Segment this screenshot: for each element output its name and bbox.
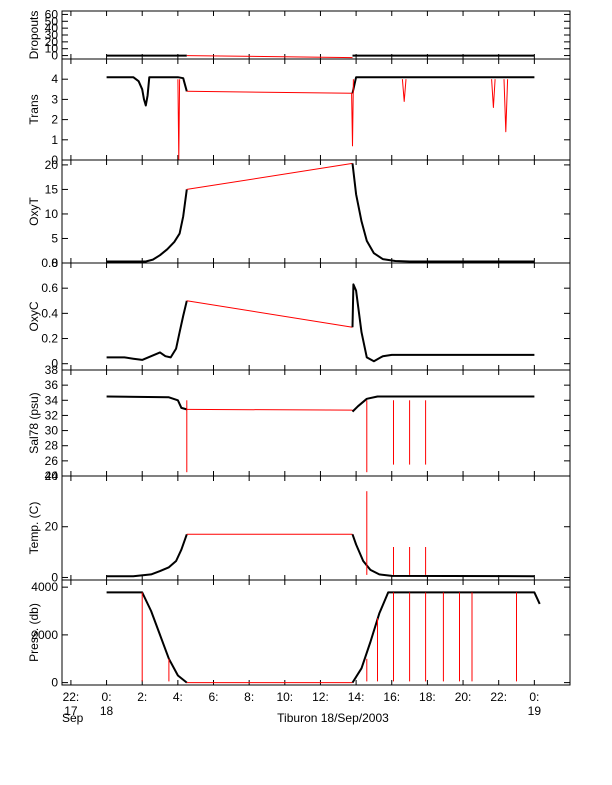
series-line-4-3 [351,283,535,363]
series-line-3-3 [351,163,535,263]
y-tick-label: 40 [45,21,59,35]
x-tick-label: 8: [244,690,254,704]
x-tick-label: 4: [173,690,183,704]
x-tick-label: 14: [348,690,365,704]
x-tick-label: 19 [528,704,542,718]
y-tick-label: 40 [45,469,59,483]
x-axis: 22:170:182: 4: 6: 8: 10: 12: 14: 16: 18: 20: 22: 0:… [63,690,542,718]
panel-frame [61,369,571,477]
panel-frame [61,10,571,60]
x-tick-label: 22: [63,690,80,704]
x-tick-label: 18: [419,690,436,704]
x-tick-label: 2: [137,690,147,704]
y-axis-title: Press. (db) [27,603,41,662]
y-tick-label: 0 [51,676,58,690]
x-tick-label: 20: [455,690,472,704]
y-tick-label: 4 [51,72,58,86]
y-tick-label: 30 [45,424,59,438]
y-tick-label: 38 [45,363,59,377]
series-line-2-6 [503,79,509,133]
y-tick-label: 2 [51,113,58,127]
series-line-1-2 [186,55,353,59]
panel-2: 0 1 2 3 4 Trans [27,58,571,167]
y-axis-title: Dropouts [27,11,41,60]
y-tick-label: 0 [51,570,58,584]
y-tick-label: 4000 [31,580,58,594]
y-tick-label: 26 [45,454,59,468]
y-axis-title: Trans [27,94,41,124]
y-tick-label: 20 [45,35,59,49]
y-tick-label: 10 [45,207,59,221]
y-tick-label: 0 [51,153,58,167]
series-line-2-8 [401,79,407,102]
series-line-4-2 [186,300,353,328]
y-tick-label: 0.6 [41,281,58,295]
series-line-5-2 [186,408,353,411]
y-tick-label: 20 [45,520,59,534]
y-tick-label: 5 [51,231,58,245]
x-tick-label: 22: [490,690,507,704]
panel-frame [61,58,571,161]
y-tick-label: 2000 [31,628,58,642]
y-tick-label: 20 [45,158,59,172]
y-tick-label: 34 [45,393,59,407]
series-line-2-2 [186,90,353,94]
panel-7: 0 2000 4000 Press. (db) [27,579,571,690]
x-tick-label: 10: [276,690,293,704]
y-axis-title: Temp. (C) [27,502,41,555]
x-tick-label: 16: [383,690,400,704]
x-tick-label: 0: [529,690,539,704]
panel-4: 0 0.2 0.4 0.6 0.8 OxyC [27,256,571,371]
series-line-6-3 [351,533,535,578]
series-line-3-2 [186,162,353,190]
y-tick-label: 10 [45,42,59,56]
y-tick-label: 28 [45,439,59,453]
y-tick-label: 3 [51,92,58,106]
series-line-2-1 [106,76,188,107]
x-tick-label: 6: [209,690,219,704]
y-tick-label: 32 [45,408,59,422]
series-line-3-1 [106,189,188,263]
y-tick-label: 1 [51,133,58,147]
y-tick-label: 15 [45,182,59,196]
y-tick-label: 30 [45,28,59,42]
y-axis-title: OxyT [27,197,41,226]
x-axis-title: Tiburon 18/Sep/2003 [277,711,389,725]
y-tick-label: 0.4 [41,306,58,320]
y-tick-label: 0.2 [41,332,58,346]
y-tick-label: 50 [45,14,59,28]
y-tick-label: 0 [51,49,58,63]
series-line-7-1 [106,591,188,684]
y-tick-label: 36 [45,378,59,392]
y-tick-label: 24 [45,469,59,483]
series-line-2-7 [491,79,496,108]
panel-frame [61,475,571,581]
x-tick-label: 18 [100,704,114,718]
x-tick-label: 0: [102,690,112,704]
x-axis-extra-label: Sep [62,711,84,725]
series-line-7-3 [351,591,541,684]
x-tick-label: 17 [64,704,78,718]
series-line-2-5 [351,79,354,147]
y-tick-label: 0.8 [41,256,58,270]
y-axis-title: Sal78 (psu) [27,392,41,453]
panel-frame [61,159,571,264]
x-tick-label: 12: [312,690,329,704]
series-line-4-1 [106,300,188,361]
y-axis-title: OxyC [27,301,41,331]
series-line-5-3 [351,395,535,413]
panel-3: 0 5 10 15 20 OxyT [27,158,571,270]
panel-6: 0 20 40 Temp. (C) [27,469,571,584]
series-line-2-4 [177,79,181,161]
y-tick-label: 0 [51,357,58,371]
panels-group: 0102030405060Dropouts01234Trans05101520O… [27,7,571,690]
series-line-5-1 [106,395,188,411]
y-tick-label: 0 [51,256,58,270]
panel-frame [61,579,571,686]
series-line-6-1 [106,533,188,578]
y-tick-label: 60 [45,7,59,21]
